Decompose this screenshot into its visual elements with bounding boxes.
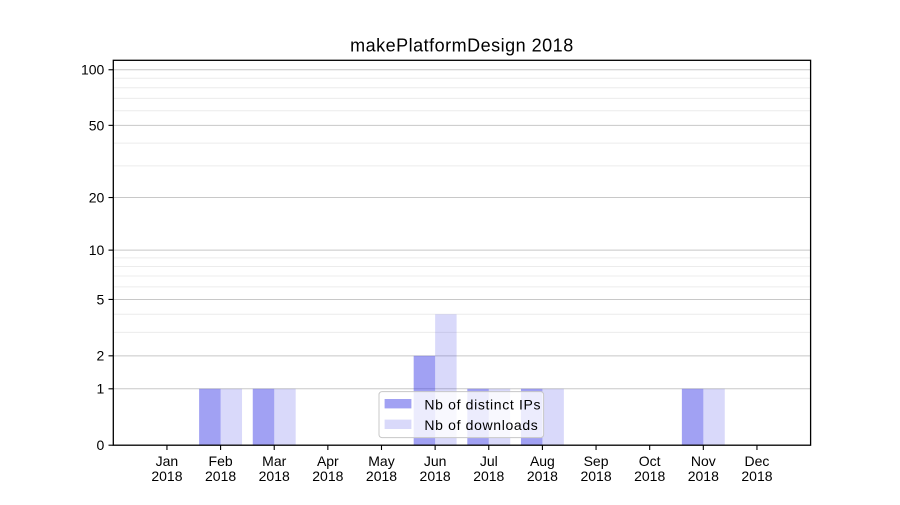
- svg-text:Jul: Jul: [480, 453, 498, 469]
- svg-text:2018: 2018: [634, 468, 665, 484]
- svg-text:2018: 2018: [366, 468, 397, 484]
- svg-text:10: 10: [89, 242, 105, 258]
- svg-text:Sep: Sep: [584, 453, 609, 469]
- svg-text:Dec: Dec: [745, 453, 770, 469]
- svg-text:5: 5: [97, 291, 105, 307]
- svg-text:Mar: Mar: [262, 453, 286, 469]
- svg-text:2018: 2018: [151, 468, 182, 484]
- svg-text:1: 1: [97, 381, 105, 397]
- svg-text:2018: 2018: [688, 468, 719, 484]
- svg-text:2018: 2018: [312, 468, 343, 484]
- svg-text:2018: 2018: [580, 468, 611, 484]
- svg-text:100: 100: [81, 62, 105, 78]
- svg-text:0: 0: [97, 437, 105, 453]
- svg-text:Aug: Aug: [530, 453, 555, 469]
- svg-text:20: 20: [89, 189, 105, 205]
- svg-text:makePlatformDesign 2018: makePlatformDesign 2018: [350, 35, 574, 55]
- svg-text:Oct: Oct: [639, 453, 661, 469]
- svg-text:2018: 2018: [473, 468, 504, 484]
- svg-text:2018: 2018: [420, 468, 451, 484]
- svg-text:Nb of downloads: Nb of downloads: [424, 417, 538, 433]
- svg-text:Feb: Feb: [209, 453, 233, 469]
- svg-text:2018: 2018: [741, 468, 772, 484]
- svg-text:Jun: Jun: [424, 453, 447, 469]
- svg-text:2018: 2018: [259, 468, 290, 484]
- svg-text:May: May: [368, 453, 394, 469]
- svg-text:2018: 2018: [205, 468, 236, 484]
- svg-text:2: 2: [97, 348, 105, 364]
- svg-text:50: 50: [89, 117, 105, 133]
- svg-text:Nb of distinct IPs: Nb of distinct IPs: [424, 396, 541, 412]
- svg-text:Jan: Jan: [156, 453, 179, 469]
- svg-text:2018: 2018: [527, 468, 558, 484]
- svg-text:Nov: Nov: [691, 453, 716, 469]
- svg-text:Apr: Apr: [317, 453, 339, 469]
